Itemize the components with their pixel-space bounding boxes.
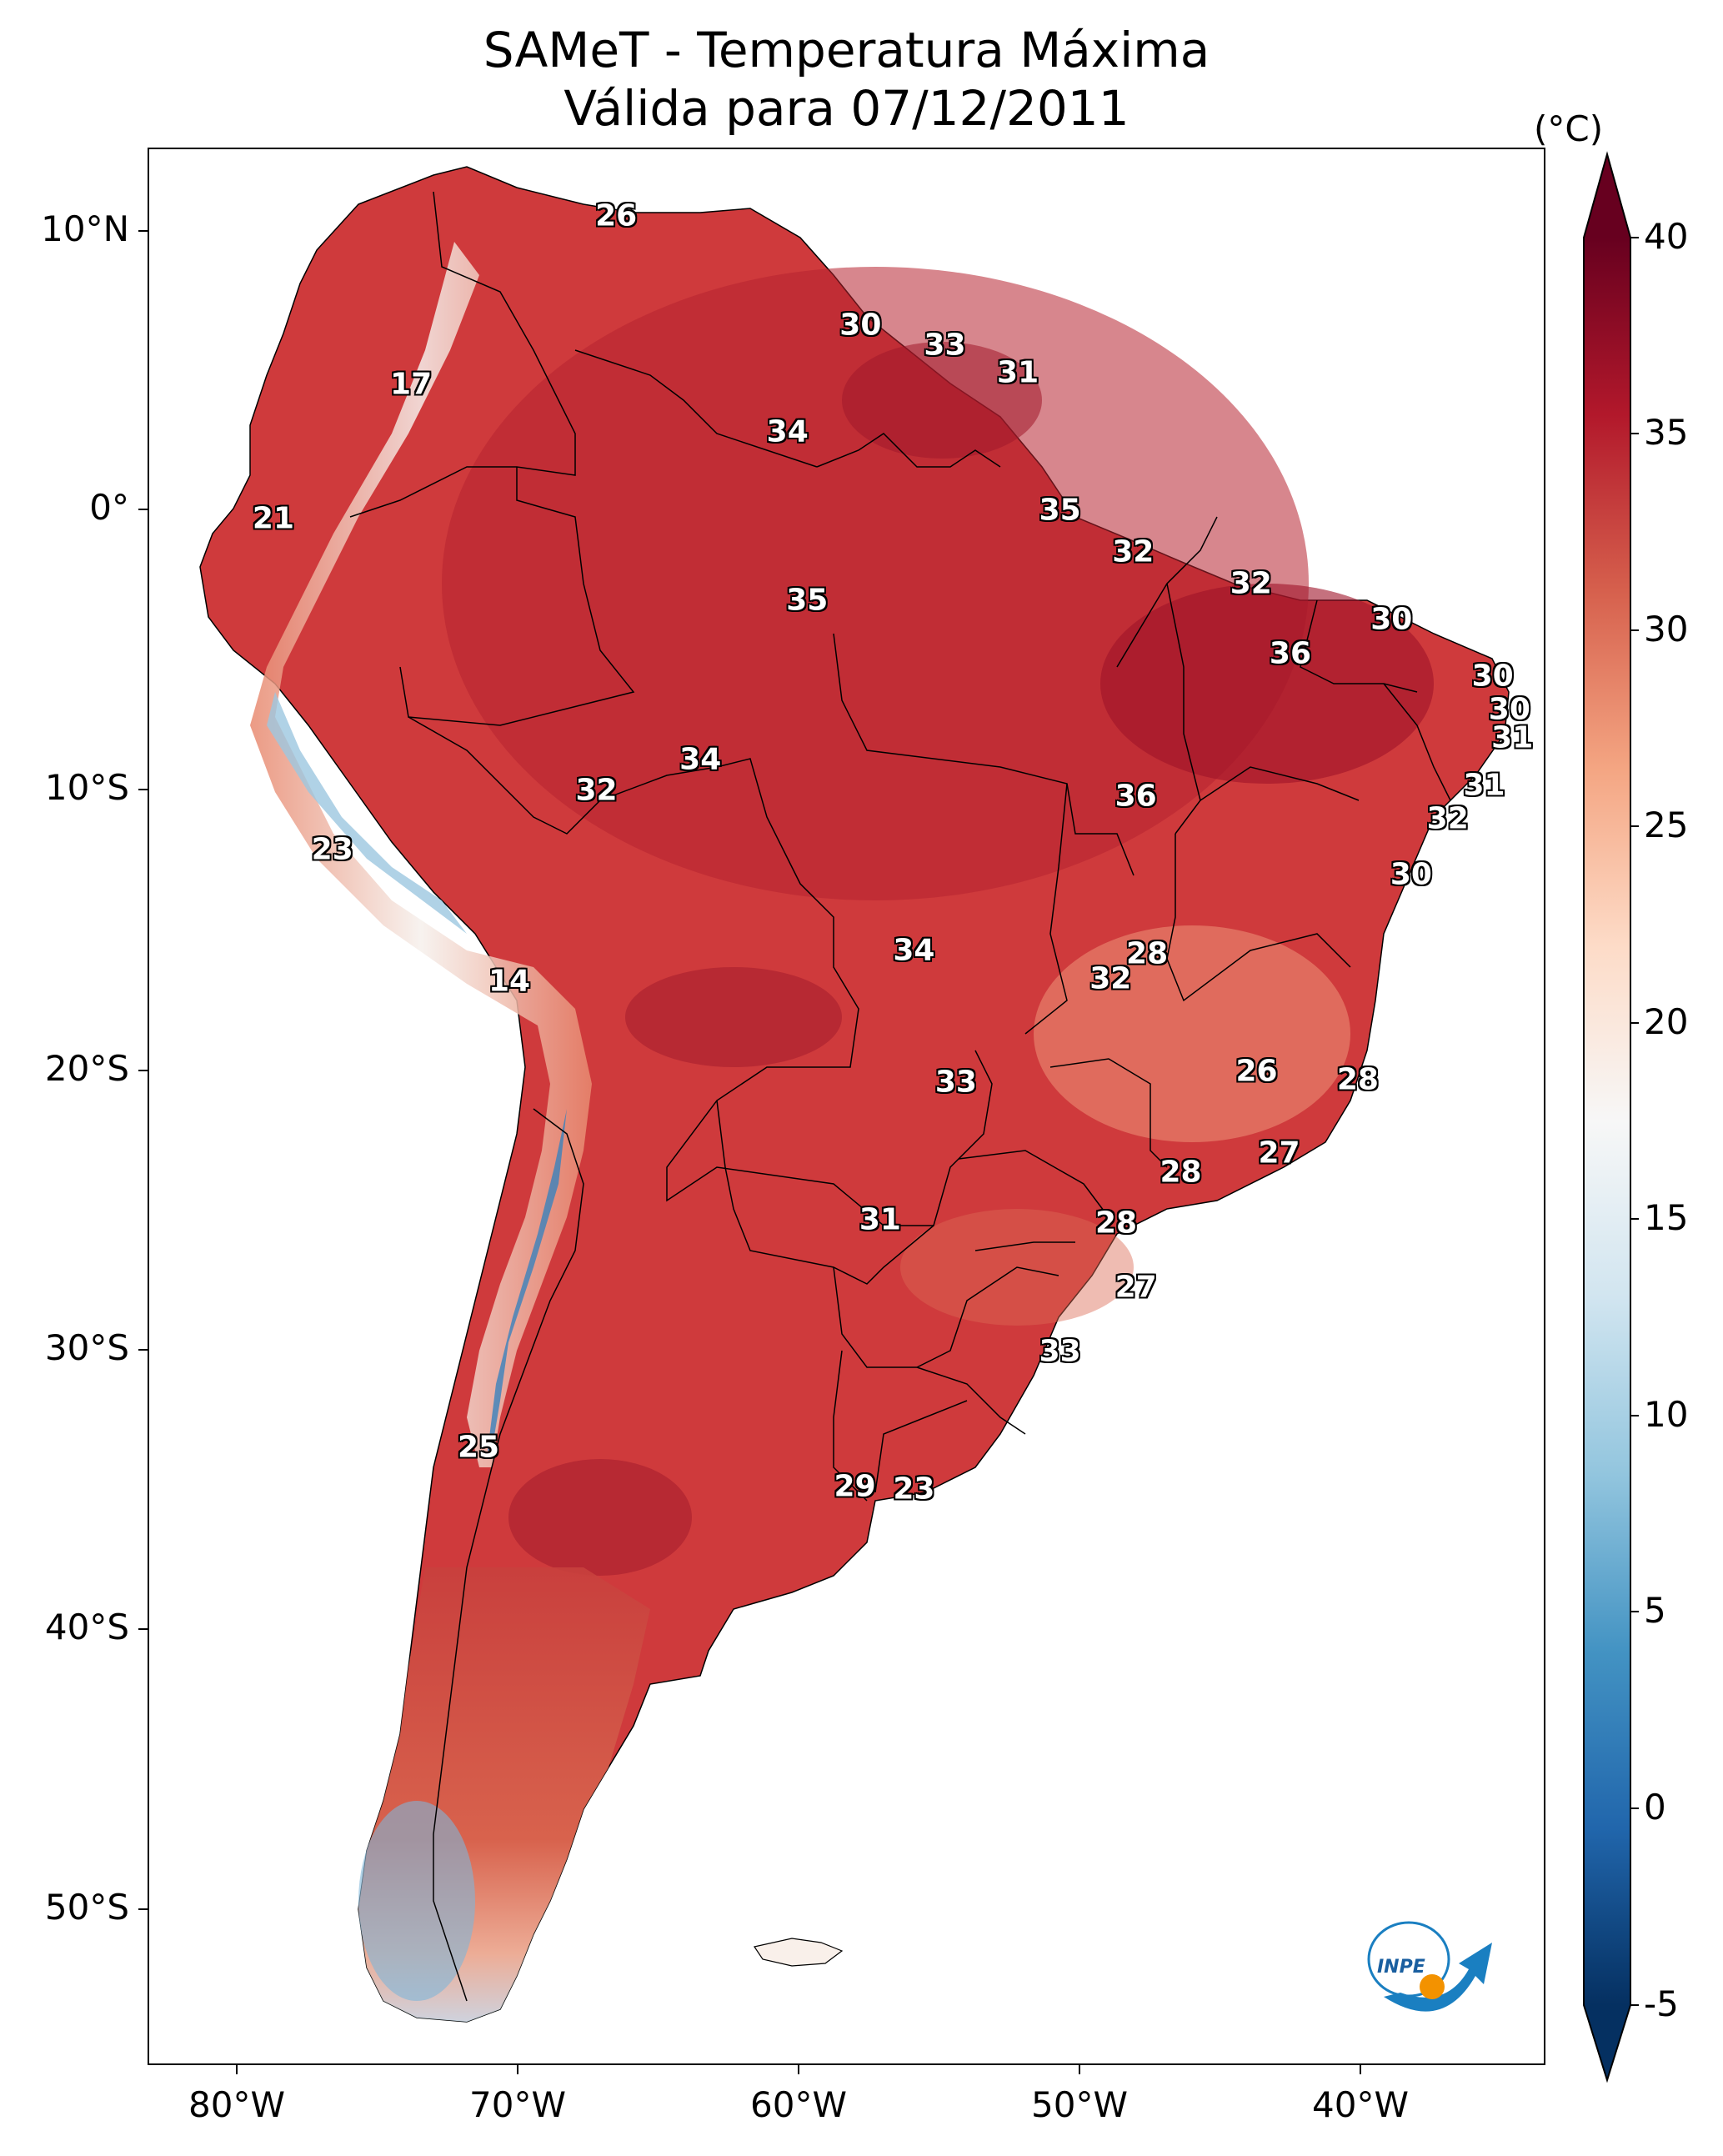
temperature-label: 27 bbox=[1258, 1136, 1300, 1170]
map-frame bbox=[148, 148, 1545, 2065]
y-tick-10s: 10°S bbox=[44, 767, 129, 808]
temperature-label: 31 bbox=[1491, 720, 1534, 755]
temperature-label: 26 bbox=[1235, 1054, 1278, 1089]
temperature-label: 27 bbox=[1114, 1270, 1157, 1305]
inpe-logo: INPE bbox=[1367, 1921, 1492, 2012]
temperature-label: 31 bbox=[859, 1202, 901, 1237]
patagonia-cool-zone bbox=[358, 1801, 475, 2001]
temperature-label: 32 bbox=[575, 773, 618, 808]
temperature-label: 30 bbox=[1488, 692, 1530, 727]
map-title-line1: SAMeT - Temperatura Máxima bbox=[483, 22, 1210, 78]
temperature-label: 32 bbox=[1112, 534, 1155, 569]
x-tick-50w: 50°W bbox=[1031, 2084, 1128, 2125]
colorbar-tick-30: 30 bbox=[1644, 609, 1689, 649]
temperature-label: 30 bbox=[1471, 659, 1514, 694]
temperature-label: 26 bbox=[595, 198, 638, 233]
colorbar-tick-minus5: -5 bbox=[1644, 1983, 1679, 2024]
cool-zone-southeast-brazil bbox=[1034, 925, 1350, 1142]
andes-cool-band bbox=[250, 242, 592, 1467]
temperature-label: 36 bbox=[1269, 636, 1312, 671]
colorbar-tick-5: 5 bbox=[1644, 1590, 1666, 1631]
colorbar-tick-35: 35 bbox=[1644, 412, 1689, 453]
svg-text:INPE: INPE bbox=[1377, 1957, 1425, 1978]
x-tick-70w: 70°W bbox=[469, 2084, 566, 2125]
temperature-label: 33 bbox=[924, 328, 966, 363]
temperature-label: 35 bbox=[1039, 493, 1081, 528]
colorbar-tick-0: 0 bbox=[1644, 1787, 1666, 1828]
y-tick-10n: 10°N bbox=[41, 208, 129, 249]
temperature-label: 34 bbox=[679, 742, 722, 777]
x-tick-80w: 80°W bbox=[188, 2084, 285, 2125]
colorbar-tick-15: 15 bbox=[1644, 1197, 1689, 1238]
axis-ticks bbox=[138, 230, 1361, 2074]
x-tick-40w: 40°W bbox=[1312, 2084, 1409, 2125]
temperature-label: 32 bbox=[1426, 801, 1469, 836]
map-area bbox=[148, 148, 1545, 2064]
colorbar-unit: (°C) bbox=[1534, 108, 1604, 149]
temperature-label: 17 bbox=[390, 367, 433, 402]
andes-blue-core bbox=[267, 692, 467, 934]
colorbar-tick-10: 10 bbox=[1644, 1394, 1689, 1435]
temperature-label: 33 bbox=[1039, 1334, 1081, 1369]
temperature-label: 30 bbox=[839, 308, 882, 343]
x-tick-60w: 60°W bbox=[750, 2084, 847, 2125]
temperature-label: 29 bbox=[834, 1469, 876, 1504]
y-tick-0: 0° bbox=[89, 487, 129, 528]
temperature-label: 30 bbox=[1390, 857, 1432, 892]
colorbar-tick-25: 25 bbox=[1644, 805, 1689, 845]
country-borders bbox=[349, 191, 1451, 2002]
hot-zone-north bbox=[442, 267, 1309, 900]
temperature-label: 36 bbox=[1114, 779, 1157, 814]
y-tick-30s: 30°S bbox=[44, 1327, 129, 1368]
y-tick-50s: 50°S bbox=[44, 1887, 129, 1928]
temperature-label: 23 bbox=[893, 1472, 935, 1507]
temperature-label: 28 bbox=[1126, 936, 1169, 971]
colorbar bbox=[1583, 151, 1639, 2083]
temperature-label: 28 bbox=[1094, 1206, 1138, 1241]
hot-zone-bolivia bbox=[625, 967, 842, 1067]
falkland-islands bbox=[754, 1938, 844, 1967]
temperature-label: 34 bbox=[766, 414, 809, 449]
hot-zone-argentina bbox=[508, 1459, 692, 1576]
temperature-label: 31 bbox=[997, 355, 1039, 390]
hot-zone-guianas bbox=[842, 342, 1042, 459]
temperature-label: 30 bbox=[1370, 602, 1413, 637]
temperature-label: 32 bbox=[1230, 566, 1272, 600]
temperature-label: 32 bbox=[1089, 961, 1132, 996]
temperature-label: 33 bbox=[934, 1065, 977, 1100]
temperature-label: 14 bbox=[488, 964, 531, 999]
colorbar-tick-20: 20 bbox=[1644, 1001, 1689, 1042]
temperature-label: 23 bbox=[311, 832, 353, 867]
temperature-label: 25 bbox=[457, 1430, 500, 1465]
colorbar-tick-40: 40 bbox=[1644, 216, 1689, 257]
chile-blue-core bbox=[488, 1109, 567, 1451]
temperature-label: 31 bbox=[1463, 768, 1505, 803]
temperature-label: 34 bbox=[893, 933, 935, 968]
y-tick-40s: 40°S bbox=[44, 1607, 129, 1647]
temperature-label: 21 bbox=[252, 501, 295, 536]
temperature-label: 28 bbox=[1160, 1155, 1202, 1190]
temperature-label: 35 bbox=[786, 583, 829, 618]
temperature-label: 28 bbox=[1336, 1062, 1379, 1097]
map-title-line2: Válida para 07/12/2011 bbox=[563, 80, 1129, 137]
y-tick-20s: 20°S bbox=[44, 1048, 129, 1089]
